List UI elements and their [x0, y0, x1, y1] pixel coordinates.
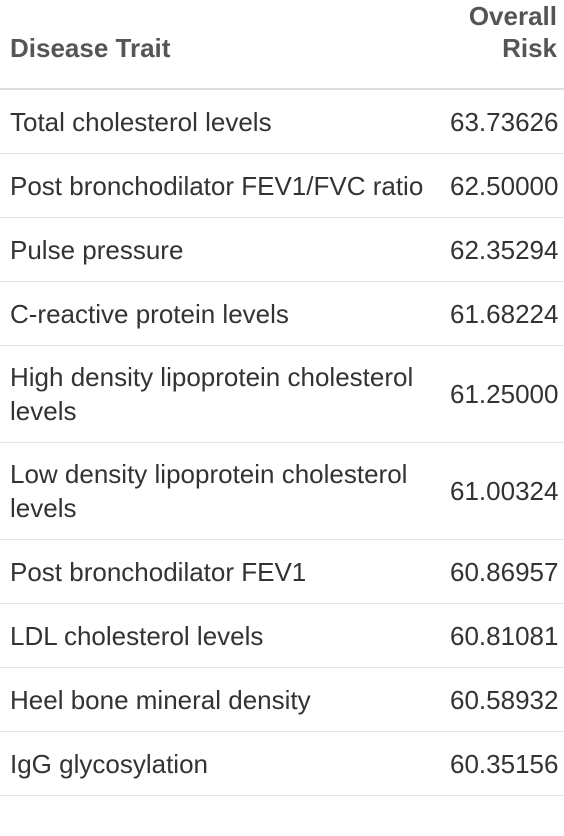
disease-trait-cell: IgG glycosylation [0, 731, 440, 796]
table-row: LDL cholesterol levels 60.81081 [0, 603, 564, 668]
overall-risk-cell: 62.35294 [440, 217, 564, 282]
header-overall-risk-line1: Overall [468, 1, 557, 31]
table-row: Post bronchodilator FEV1/FVC ratio 62.500… [0, 153, 564, 218]
header-disease-trait[interactable]: Disease Trait [0, 0, 440, 90]
table-row: Heel bone mineral density 60.58932 [0, 667, 564, 732]
table-row: C-reactive protein levels 61.68224 [0, 281, 564, 346]
overall-risk-cell: 60.86957 [440, 539, 564, 604]
table-row: Low density lipoprotein cholesterol leve… [0, 442, 564, 540]
disease-trait-cell: LDL cholesterol levels [0, 603, 440, 668]
header-row: Disease Trait Overall Risk [0, 0, 564, 90]
table-row: High density lipoprotein cholesterol lev… [0, 345, 564, 443]
table-row: Post bronchodilator FEV1 60.86957 [0, 539, 564, 604]
disease-trait-cell: Heel bone mineral density [0, 667, 440, 732]
disease-trait-cell: High density lipoprotein cholesterol lev… [0, 345, 440, 443]
table-row: Pulse pressure 62.35294 [0, 217, 564, 282]
disease-trait-cell: Total cholesterol levels [0, 89, 440, 154]
overall-risk-cell: 60.81081 [440, 603, 564, 668]
overall-risk-cell: 61.25000 [440, 345, 564, 443]
table-row: IgG glycosylation 60.35156 [0, 731, 564, 796]
overall-risk-cell: 62.50000 [440, 153, 564, 218]
disease-risk-table: Disease Trait Overall Risk Total choleste… [0, 0, 564, 796]
table-body: Total cholesterol levels 63.73626 Post bro… [0, 89, 564, 796]
disease-trait-cell: Post bronchodilator FEV1 [0, 539, 440, 604]
disease-trait-cell: Post bronchodilator FEV1/FVC ratio [0, 153, 440, 218]
disease-trait-cell: Low density lipoprotein cholesterol leve… [0, 442, 440, 540]
overall-risk-cell: 60.35156 [440, 731, 564, 796]
overall-risk-cell: 63.73626 [440, 89, 564, 154]
table-header: Disease Trait Overall Risk [0, 0, 564, 90]
disease-trait-cell: C-reactive protein levels [0, 281, 440, 346]
header-overall-risk-line2: Risk [502, 33, 557, 63]
overall-risk-cell: 60.58932 [440, 667, 564, 732]
overall-risk-cell: 61.00324 [440, 442, 564, 540]
disease-trait-cell: Pulse pressure [0, 217, 440, 282]
overall-risk-cell: 61.68224 [440, 281, 564, 346]
header-overall-risk[interactable]: Overall Risk [440, 0, 564, 90]
table-row: Total cholesterol levels 63.73626 [0, 89, 564, 154]
